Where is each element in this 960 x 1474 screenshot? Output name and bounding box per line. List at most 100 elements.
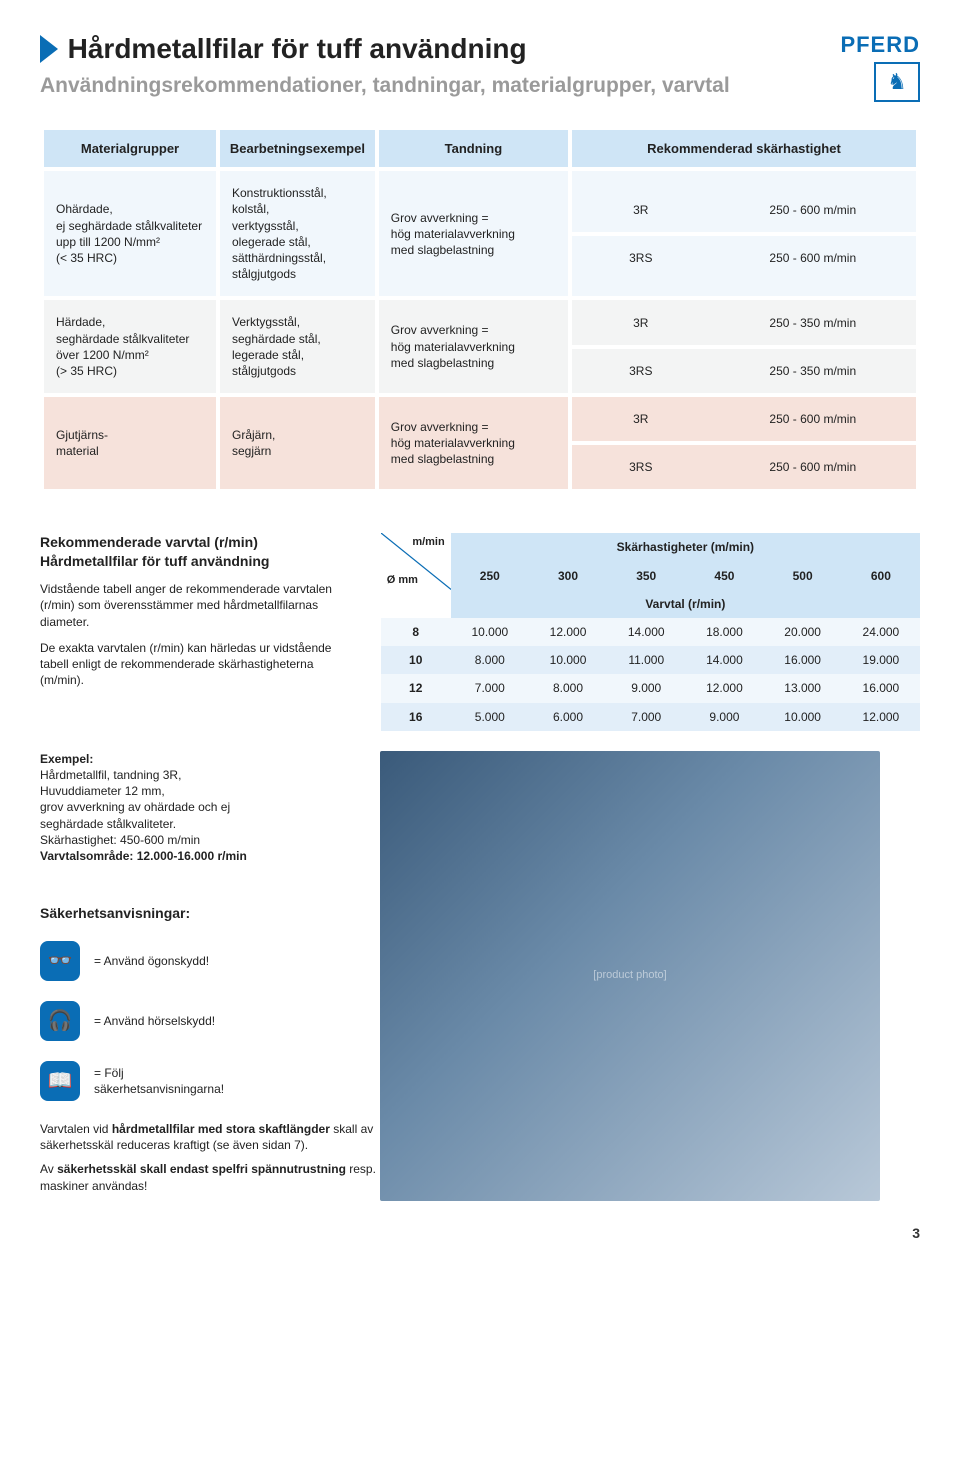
rpm-val: 6.000 (529, 703, 607, 731)
rpm-row: 165.0006.0007.0009.00010.00012.000 (381, 703, 920, 731)
rpm-val: 16.000 (842, 674, 920, 702)
rpm-dia: 8 (381, 618, 451, 646)
brand-logo: PFERD ♞ (840, 30, 920, 102)
speed-1: 250 - 350 m/min (710, 301, 916, 347)
speed-col: 250 (451, 562, 529, 590)
tandning-1: 3R (572, 188, 710, 234)
th-speed: Rekommenderad skärhastighet (572, 130, 916, 168)
cell-tand-speed: 3R 250 - 600 m/min 3RS 250 - 600 m/min (572, 397, 916, 489)
rpm-head1: m/min Ø mm Skärhastigheter (m/min) (381, 533, 920, 561)
rpm-val: 10.000 (451, 618, 529, 646)
cell-tand-speed: 3R 250 - 600 m/min 3RS 250 - 600 m/min (572, 171, 916, 296)
rpm-val: 16.000 (764, 646, 842, 674)
speed-col: 450 (685, 562, 763, 590)
example-bold: Varvtalsområde: 12.000-16.000 r/min (40, 849, 247, 863)
table-row: Gjutjärns- material Gråjärn, segjärn Gro… (44, 397, 916, 489)
safety-text: = Använd ögonskydd! (94, 953, 209, 969)
rpm-val: 12.000 (685, 674, 763, 702)
brand-mark: ♞ (874, 62, 920, 102)
rpm-row: 127.0008.0009.00012.00013.00016.000 (381, 674, 920, 702)
rpm-val: 24.000 (842, 618, 920, 646)
recommendation-table: Materialgrupper Bearbetningsexempel Tand… (40, 126, 920, 494)
cell-process: Grov avverkning = hög materialavverkning… (379, 397, 568, 489)
rpm-section: Rekommenderade varvtal (r/min) Hårdmetal… (40, 533, 920, 730)
n1b: hårdmetallfilar med stora skaftlängder (112, 1122, 330, 1136)
table-row: Härdade, seghärdade stålkvaliteter över … (44, 300, 916, 393)
speed-2: 250 - 600 m/min (710, 234, 916, 280)
speed-col: 500 (764, 562, 842, 590)
rpm-val: 11.000 (607, 646, 685, 674)
safety-icon: 📖 (40, 1061, 80, 1101)
page-header: Hårdmetallfilar för tuff användning Anvä… (40, 30, 920, 102)
rpm-val: 7.000 (451, 674, 529, 702)
n2a: Av (40, 1162, 57, 1176)
rpm-val: 10.000 (764, 703, 842, 731)
table-row: Ohärdade, ej seghärdade stålkvaliteter u… (44, 171, 916, 296)
rpm-dia: 16 (381, 703, 451, 731)
cell-example: Gråjärn, segjärn (220, 397, 375, 489)
rpm-corner: m/min Ø mm (381, 533, 451, 589)
corner-bot: Ø mm (387, 573, 418, 588)
rpm-val: 14.000 (607, 618, 685, 646)
title-block: Hårdmetallfilar för tuff användning Anvä… (40, 30, 840, 100)
rpm-val: 7.000 (607, 703, 685, 731)
cell-material: Gjutjärns- material (44, 397, 216, 489)
example-block: Exempel: Hårdmetallfil, tandning 3R, Huv… (40, 751, 410, 864)
speed-2: 250 - 600 m/min (710, 443, 916, 489)
cell-material: Ohärdade, ej seghärdade stålkvaliteter u… (44, 171, 216, 296)
speed-col: 300 (529, 562, 607, 590)
rpm-table-wrap: m/min Ø mm Skärhastigheter (m/min) 25030… (381, 533, 920, 730)
tandning-2: 3RS (572, 443, 710, 489)
rpm-val: 12.000 (529, 618, 607, 646)
safety-note-1: Varvtalen vid hårdmetallfilar med stora … (40, 1121, 410, 1153)
tandning-2: 3RS (572, 347, 710, 393)
cell-example: Konstruktionsstål, kolstål, verktygsstål… (220, 171, 375, 296)
rpm-text: Rekommenderade varvtal (r/min) Hårdmetal… (40, 533, 357, 730)
rpm-heading: Rekommenderade varvtal (r/min) Hårdmetal… (40, 533, 357, 571)
th-tandning: Tandning (379, 130, 568, 168)
page-title: Hårdmetallfilar för tuff användning (68, 33, 527, 64)
cell-process: Grov avverkning = hög materialavverkning… (379, 171, 568, 296)
speed-col: 350 (607, 562, 685, 590)
speed-1: 250 - 600 m/min (710, 397, 916, 443)
cell-example: Verktygsstål, seghärdade stål, legerade … (220, 300, 375, 393)
th-example: Bearbetningsexempel (220, 130, 375, 168)
product-photo: [product photo] (380, 751, 880, 1201)
rpm-subhead: Varvtal (r/min) (381, 590, 920, 618)
rpm-speed-row: 250300350450500600 (381, 562, 920, 590)
rpm-val: 8.000 (529, 674, 607, 702)
cell-tand-speed: 3R 250 - 350 m/min 3RS 250 - 350 m/min (572, 300, 916, 393)
speed-col: 600 (842, 562, 920, 590)
safety-icon: 👓 (40, 941, 80, 981)
page-subtitle: Användningsrekommendationer, tandningar,… (40, 72, 840, 100)
n2b: säkerhetsskäl skall endast spelfri spänn… (57, 1162, 346, 1176)
speed-header: Skärhastigheter (m/min) (451, 533, 920, 561)
tandning-1: 3R (572, 301, 710, 347)
example-label: Exempel: (40, 752, 93, 766)
example-body: Hårdmetallfil, tandning 3R, Huvuddiamete… (40, 768, 230, 847)
rpm-val: 9.000 (607, 674, 685, 702)
rpm-row: 810.00012.00014.00018.00020.00024.000 (381, 618, 920, 646)
rpm-val: 13.000 (764, 674, 842, 702)
brand-name: PFERD (840, 30, 920, 60)
rpm-val: 12.000 (842, 703, 920, 731)
speed-1: 250 - 600 m/min (710, 188, 916, 234)
rpm-val: 5.000 (451, 703, 529, 731)
horse-icon: ♞ (887, 67, 907, 97)
safety-note-2: Av säkerhetsskäl skall endast spelfri sp… (40, 1161, 410, 1193)
rpm-val: 8.000 (451, 646, 529, 674)
rpm-val: 10.000 (529, 646, 607, 674)
page-number: 3 (40, 1224, 920, 1243)
rpm-row: 108.00010.00011.00014.00016.00019.000 (381, 646, 920, 674)
rpm-p2: De exakta varvtalen (r/min) kan härledas… (40, 640, 357, 689)
cell-material: Härdade, seghärdade stålkvaliteter över … (44, 300, 216, 393)
cell-process: Grov avverkning = hög materialavverkning… (379, 300, 568, 393)
rpm-val: 18.000 (685, 618, 763, 646)
speed-2: 250 - 350 m/min (710, 347, 916, 393)
rpm-p1: Vidstående tabell anger de rekommenderad… (40, 581, 357, 630)
tandning-1: 3R (572, 397, 710, 443)
safety-text: = Följ säkerhetsanvisningarna! (94, 1065, 224, 1097)
th-material: Materialgrupper (44, 130, 216, 168)
rpm-dia: 12 (381, 674, 451, 702)
safety-icon: 🎧 (40, 1001, 80, 1041)
